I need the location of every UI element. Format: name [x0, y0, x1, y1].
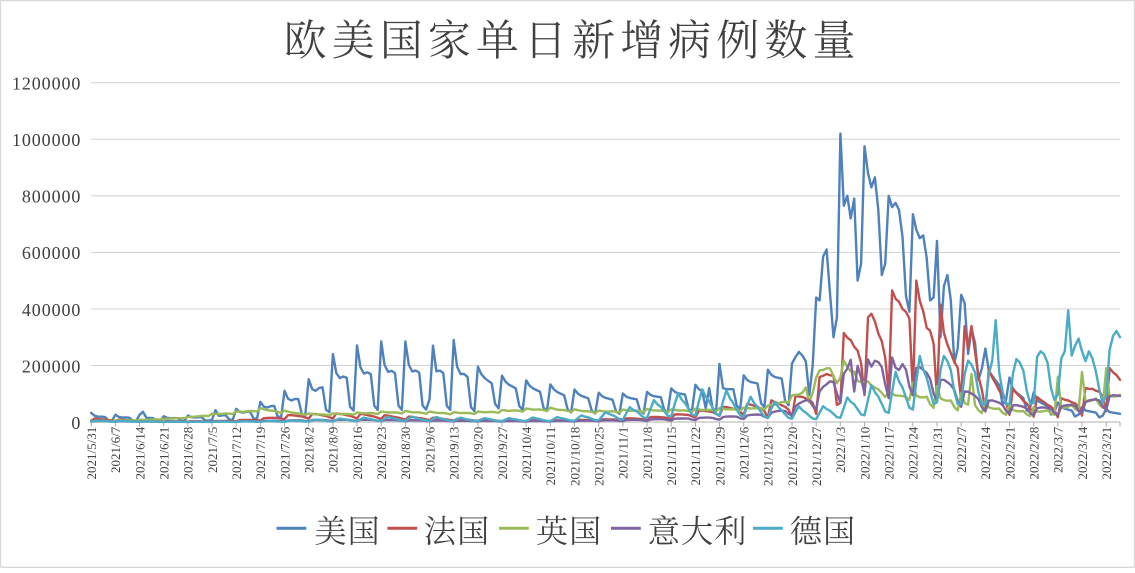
svg-text:2022/1/3: 2022/1/3 — [833, 427, 848, 473]
svg-text:2021/5/31: 2021/5/31 — [84, 427, 99, 480]
svg-text:2022/3/7: 2022/3/7 — [1051, 426, 1066, 473]
svg-text:1000000: 1000000 — [12, 130, 81, 150]
svg-text:2022/2/14: 2022/2/14 — [978, 426, 993, 479]
svg-text:600000: 600000 — [22, 243, 81, 263]
svg-text:2021/11/8: 2021/11/8 — [640, 427, 655, 479]
svg-text:2021/8/30: 2021/8/30 — [398, 427, 413, 480]
svg-text:2021/10/25: 2021/10/25 — [592, 427, 607, 486]
svg-text:2022/3/14: 2022/3/14 — [1075, 426, 1090, 479]
svg-text:200000: 200000 — [22, 356, 81, 376]
svg-text:2022/1/10: 2022/1/10 — [857, 427, 872, 480]
svg-text:800000: 800000 — [22, 187, 81, 207]
svg-text:2021/9/27: 2021/9/27 — [495, 426, 510, 479]
svg-text:2021/7/26: 2021/7/26 — [277, 426, 292, 479]
svg-text:400000: 400000 — [22, 300, 81, 320]
svg-text:2021/11/22: 2021/11/22 — [688, 427, 703, 486]
svg-text:2021/7/12: 2021/7/12 — [229, 427, 244, 480]
svg-text:2021/6/28: 2021/6/28 — [181, 427, 196, 480]
svg-text:2021/12/20: 2021/12/20 — [785, 427, 800, 486]
svg-text:2021/10/11: 2021/10/11 — [543, 427, 558, 486]
svg-text:2022/1/24: 2022/1/24 — [906, 426, 921, 479]
svg-text:2021/8/16: 2021/8/16 — [350, 426, 365, 479]
svg-text:2022/1/31: 2022/1/31 — [930, 427, 945, 480]
svg-text:2021/6/7: 2021/6/7 — [108, 426, 123, 473]
svg-text:2021/9/6: 2021/9/6 — [422, 426, 437, 473]
svg-text:2021/11/15: 2021/11/15 — [664, 427, 679, 486]
svg-text:2021/9/13: 2021/9/13 — [447, 427, 462, 480]
svg-text:2021/7/5: 2021/7/5 — [205, 427, 220, 473]
svg-text:2021/12/27: 2021/12/27 — [809, 426, 824, 486]
svg-text:2021/10/4: 2021/10/4 — [519, 426, 534, 479]
svg-text:2021/6/14: 2021/6/14 — [132, 426, 147, 479]
svg-text:2021/12/6: 2021/12/6 — [737, 426, 752, 479]
svg-text:2022/3/21: 2022/3/21 — [1099, 427, 1114, 480]
svg-text:0: 0 — [71, 413, 81, 433]
svg-text:2022/2/28: 2022/2/28 — [1027, 427, 1042, 480]
svg-text:2022/1/17: 2022/1/17 — [882, 426, 897, 479]
svg-text:2021/9/20: 2021/9/20 — [471, 427, 486, 480]
svg-text:2022/2/7: 2022/2/7 — [954, 426, 969, 473]
svg-text:2021/10/18: 2021/10/18 — [567, 427, 582, 486]
svg-text:2021/11/29: 2021/11/29 — [712, 427, 727, 486]
svg-text:2021/12/13: 2021/12/13 — [761, 427, 776, 486]
svg-text:2021/11/1: 2021/11/1 — [616, 427, 631, 479]
svg-text:2021/8/23: 2021/8/23 — [374, 427, 389, 480]
svg-text:2021/8/9: 2021/8/9 — [326, 427, 341, 473]
svg-text:2022/2/21: 2022/2/21 — [1002, 427, 1017, 480]
svg-text:1200000: 1200000 — [12, 74, 81, 94]
svg-text:2021/6/21: 2021/6/21 — [157, 427, 172, 480]
svg-text:2021/8/2: 2021/8/2 — [302, 427, 317, 473]
svg-text:2021/7/19: 2021/7/19 — [253, 427, 268, 480]
